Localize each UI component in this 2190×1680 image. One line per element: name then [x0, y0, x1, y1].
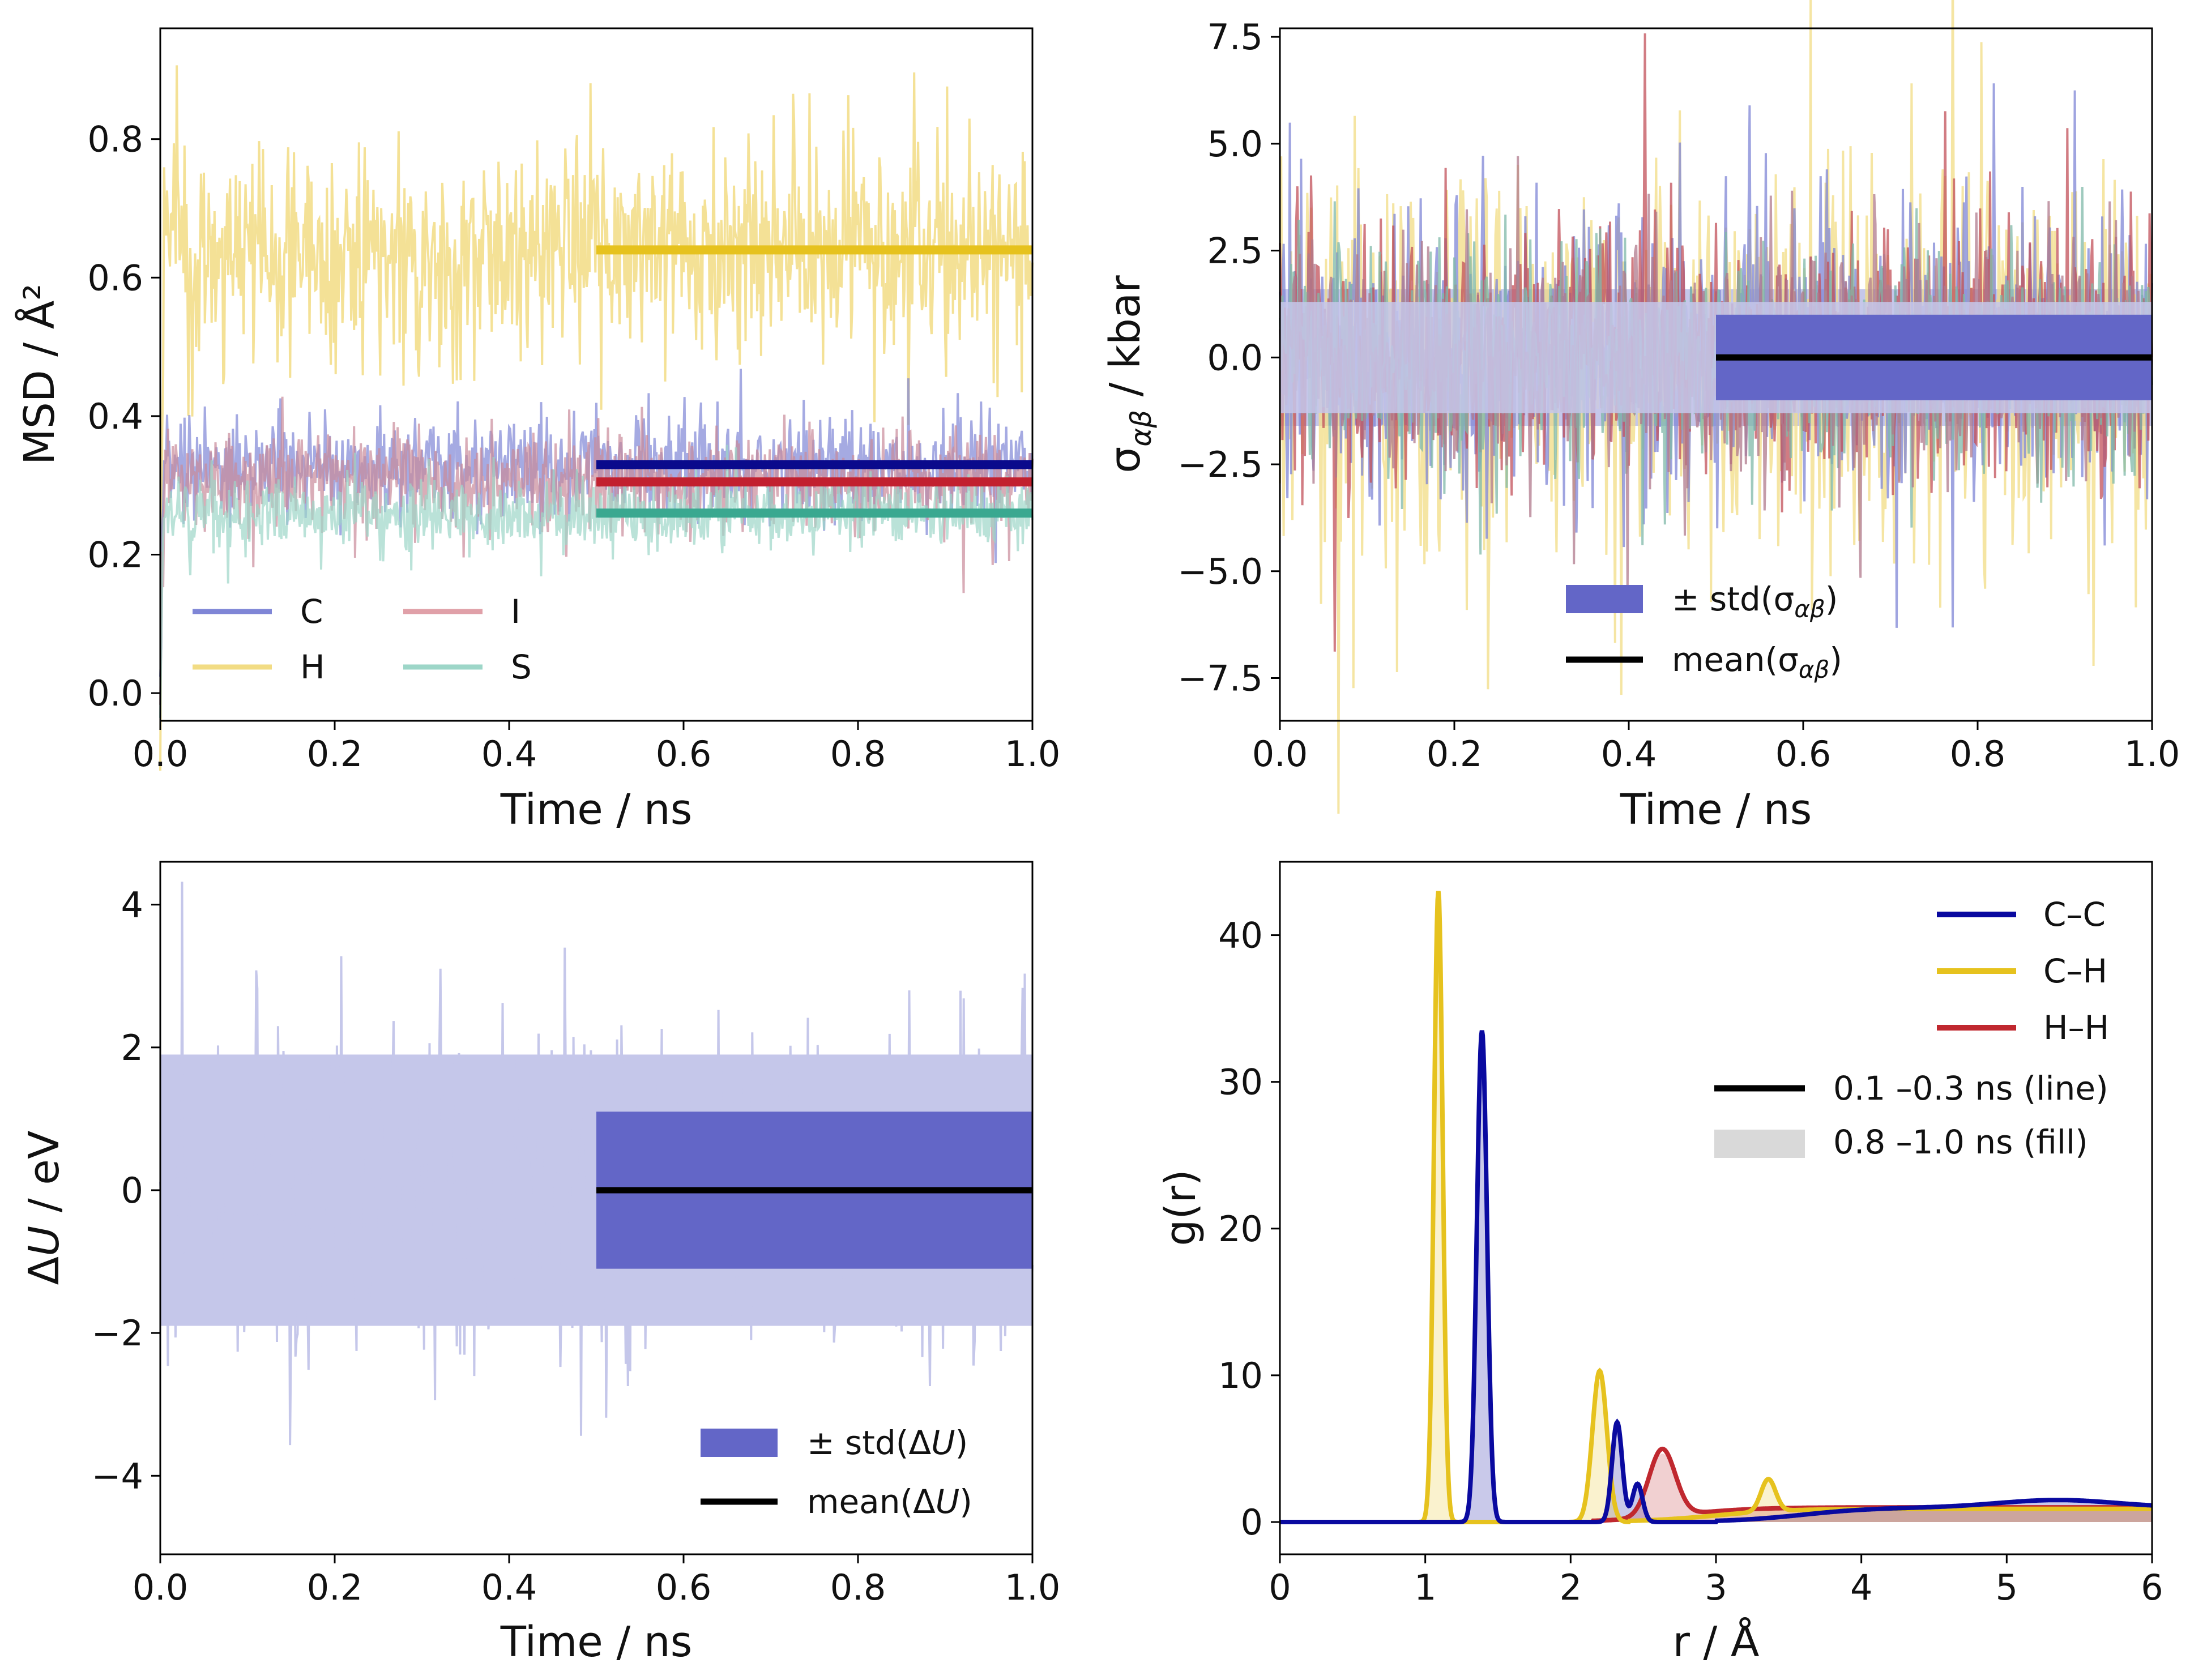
msd-x-label: Time / ns — [500, 785, 693, 834]
x-tick-label: 4 — [1850, 1567, 1872, 1608]
y-tick-label: 0.2 — [87, 534, 143, 575]
energy-x-ticks: 0.0 0.2 0.4 0.6 0.8 1.0 — [133, 1554, 1061, 1608]
energy-x-label: Time / ns — [500, 1618, 693, 1666]
legend-CC-label: C–C — [2043, 895, 2106, 934]
x-tick-label: 1.0 — [2124, 733, 2180, 775]
y-tick-label: −5.0 — [1177, 551, 1263, 592]
legend-fill-label: 0.8 –1.0 ns (fill) — [1833, 1123, 2088, 1161]
legend-HH-label: H–H — [2043, 1008, 2109, 1047]
y-tick-label: 4 — [121, 884, 143, 926]
legend-C-label: C — [300, 592, 323, 631]
legend-fill-swatch — [1714, 1130, 1805, 1158]
stress-x-ticks: 0.0 0.2 0.4 0.6 0.8 1.0 — [1252, 721, 2180, 775]
rdf-line-0 — [1280, 1030, 2152, 1524]
x-tick-label: 0.6 — [656, 733, 712, 775]
rdf-y-ticks: 0 10 20 30 40 — [1218, 915, 1280, 1543]
msd-legend: C I H S — [193, 592, 532, 686]
y-tick-label: 40 — [1218, 915, 1263, 956]
x-tick-label: 1.0 — [1005, 1567, 1061, 1608]
msd-plot-area — [159, 65, 1034, 771]
y-tick-label: 5.0 — [1207, 123, 1263, 165]
legend-line-label: 0.1 –0.3 ns (line) — [1833, 1069, 2108, 1108]
rdf-line-1 — [1280, 891, 2152, 1524]
panel-rdf: 0 1 2 3 4 5 6 0 10 20 30 40 r / Å g(r) C–C C–H H–H… — [1156, 861, 2163, 1666]
legend-H-label: H — [300, 648, 325, 686]
x-tick-label: 0.6 — [656, 1567, 712, 1608]
x-tick-label: 0.4 — [481, 733, 537, 775]
x-tick-label: 0.2 — [307, 1567, 363, 1608]
x-tick-label: 0.0 — [133, 1567, 189, 1608]
y-tick-label: 0.0 — [87, 673, 143, 714]
y-tick-label: 2 — [121, 1027, 143, 1068]
y-tick-label: −7.5 — [1177, 658, 1263, 699]
energy-y-label: ΔU / eV — [20, 1130, 69, 1285]
y-tick-label: −4 — [92, 1455, 143, 1497]
panel-msd: 0.0 0.2 0.4 0.6 0.8 1.0 0.0 0.2 0.4 0.6 0.8 Time … — [14, 27, 1061, 834]
rdf-legend: C–C C–H H–H 0.1 –0.3 ns (line) 0.8 –1.0 … — [1714, 895, 2109, 1161]
x-tick-label: 2 — [1560, 1567, 1582, 1608]
y-tick-label: 0.6 — [87, 257, 143, 298]
stress-x-label: Time / ns — [1620, 785, 1812, 834]
x-tick-label: 0.4 — [481, 1567, 537, 1608]
rdf-x-label: r / Å — [1672, 1617, 1759, 1666]
x-tick-label: 1.0 — [1005, 733, 1061, 775]
legend-I-label: I — [511, 592, 520, 631]
energy-y-ticks: −4 −2 0 2 4 — [92, 884, 160, 1497]
y-tick-label: −2.5 — [1177, 444, 1263, 485]
x-tick-label: 0.8 — [830, 733, 886, 775]
x-tick-label: 0 — [1269, 1567, 1291, 1608]
x-tick-label: 0.6 — [1775, 733, 1832, 775]
x-tick-label: 0.4 — [1601, 733, 1657, 775]
legend-CH-label: C–H — [2043, 952, 2107, 990]
stress-plot-area — [1279, 0, 2153, 814]
y-tick-label: 2.5 — [1207, 230, 1263, 272]
x-tick-label: 0.8 — [830, 1567, 886, 1608]
rdf-y-label: g(r) — [1156, 1169, 1205, 1246]
msd-y-label: MSD / Å² — [14, 284, 64, 465]
energy-plot-area — [159, 882, 1034, 1446]
x-tick-label: 0.0 — [133, 733, 189, 775]
msd-series-S — [159, 444, 1034, 718]
rdf-fill-2 — [1280, 1454, 2152, 1522]
rdf-plot-area — [1280, 891, 2152, 1524]
y-tick-label: 7.5 — [1207, 16, 1263, 58]
legend-S-label: S — [511, 648, 532, 686]
y-tick-label: −2 — [92, 1313, 143, 1354]
x-tick-label: 0.0 — [1252, 733, 1308, 775]
x-tick-label: 0.8 — [1950, 733, 2006, 775]
y-tick-label: 0.8 — [87, 119, 143, 160]
y-tick-label: 0.0 — [1207, 337, 1263, 378]
y-tick-label: 0.4 — [87, 396, 143, 437]
msd-series-H — [159, 65, 1034, 771]
energy-series — [159, 882, 1034, 1446]
y-tick-label: 0 — [1241, 1502, 1263, 1543]
stress-y-ticks: −7.5 −5.0 −2.5 0.0 2.5 5.0 7.5 — [1177, 16, 1280, 699]
legend-std-label: ± std(ΔU) — [807, 1423, 968, 1462]
x-tick-label: 5 — [1996, 1567, 2018, 1608]
energy-legend: ± std(ΔU) mean(ΔU) — [701, 1423, 972, 1521]
legend-std-swatch — [701, 1429, 778, 1457]
rdf-x-ticks: 0 1 2 3 4 5 6 — [1269, 1554, 2163, 1608]
y-tick-label: 30 — [1218, 1062, 1263, 1103]
x-tick-label: 3 — [1705, 1567, 1727, 1608]
legend-std-swatch — [1566, 585, 1643, 613]
stress-y-label: σαβ / kbar — [1101, 275, 1158, 473]
x-tick-label: 1 — [1414, 1567, 1436, 1608]
x-tick-label: 6 — [2141, 1567, 2163, 1608]
x-tick-label: 0.2 — [307, 733, 363, 775]
y-tick-label: 20 — [1218, 1208, 1263, 1250]
x-tick-label: 0.2 — [1427, 733, 1483, 775]
y-tick-label: 0 — [121, 1170, 143, 1211]
msd-x-ticks: 0.0 0.2 0.4 0.6 0.8 1.0 — [133, 721, 1061, 775]
panel-energy: 0.0 0.2 0.4 0.6 0.8 1.0 −4 −2 0 2 4 Time / ns ΔU … — [20, 861, 1061, 1666]
panel-stress: 0.0 0.2 0.4 0.6 0.8 1.0 −7.5 −5.0 −2.5 0.0 2.5 5.0… — [1101, 0, 2180, 834]
legend-mean-label: mean(ΔU) — [807, 1482, 972, 1521]
y-tick-label: 10 — [1218, 1355, 1263, 1396]
msd-y-ticks: 0.0 0.2 0.4 0.6 0.8 — [87, 119, 160, 714]
